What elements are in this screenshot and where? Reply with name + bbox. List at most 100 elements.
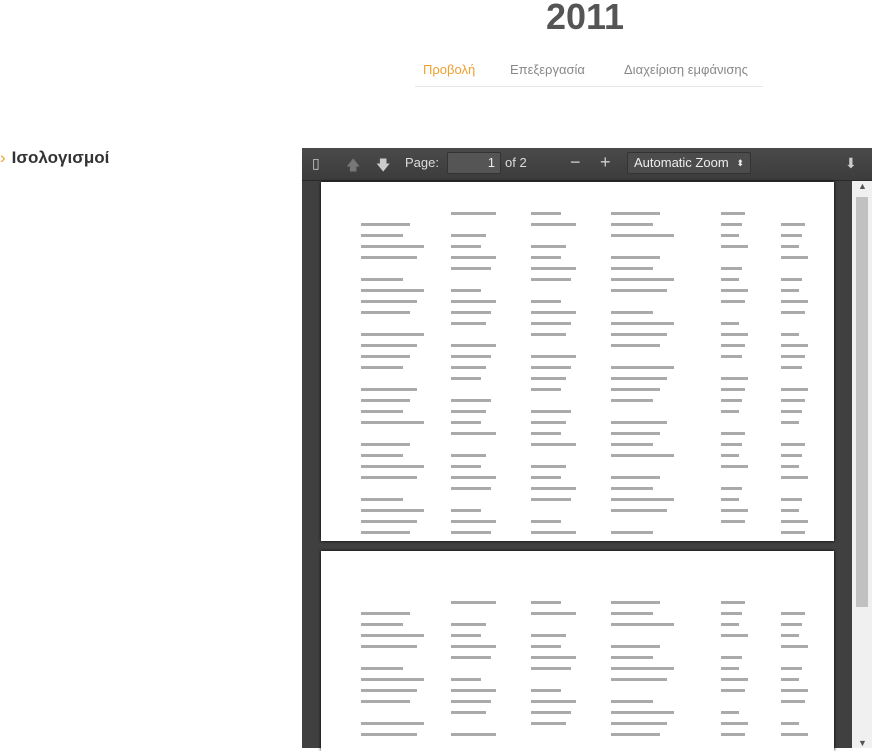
pdf-text-line [611,289,667,292]
scrollbar[interactable]: ▲ ▼ [852,181,872,748]
pdf-text-line [721,656,742,659]
pdf-text-line [531,645,561,648]
pdf-text-line [781,234,802,237]
pdf-text-line [451,300,496,303]
pdf-text-line [451,410,486,413]
pdf-text-line [531,333,566,336]
pdf-text-line [781,256,808,259]
pdf-text-line [451,399,491,402]
pdf-text-line [721,399,742,402]
sidebar-item-balance-sheets[interactable]: › Ισολογισμοί [0,148,109,168]
pdf-text-line [361,223,410,226]
page-title: 2011 [545,0,625,37]
pdf-text-line [451,634,481,637]
pdf-text-line [361,311,410,314]
pdf-text-line [361,333,424,336]
page-count: of 2 [505,155,527,170]
pdf-text-line [451,700,491,703]
pdf-text-line [361,498,403,501]
pdf-text-line [531,722,566,725]
pdf-text-line [531,410,571,413]
pdf-text-line [611,656,653,659]
pdf-text-line [721,267,742,270]
page-label: Page: [405,155,439,170]
pdf-text-line [361,278,403,281]
pdf-text-line [531,311,576,314]
pdf-text-line [451,234,486,237]
pdf-text-line [721,520,745,523]
pdf-text-line [361,245,424,248]
pdf-text-line [781,311,805,314]
pdf-text-line [721,689,745,692]
pdf-text-line [721,711,739,714]
pdf-text-line [721,234,739,237]
tab-edit[interactable]: Επεξεργασία [510,62,585,77]
zoom-select[interactable]: Automatic Zoom ⬍ [627,152,751,174]
zoom-out-button[interactable]: − [570,152,581,172]
pdf-text-line [611,498,674,501]
pdf-text-line [611,612,653,615]
next-page-icon[interactable]: 🡇 [376,157,391,173]
pdf-text-line [611,700,653,703]
pdf-text-line [781,245,799,248]
pdf-text-line [361,388,417,391]
pdf-text-line [721,388,745,391]
pdf-text-line [451,355,491,358]
zoom-in-button[interactable]: + [600,152,611,172]
pdf-text-line [781,388,808,391]
pdf-page-1 [321,182,834,541]
pdf-text-line [611,711,674,714]
pdf-text-line [451,520,496,523]
pdf-text-line [361,509,424,512]
pdf-text-line [531,322,571,325]
pdf-text-line [781,278,802,281]
pdf-text-line [611,278,674,281]
scrollbar-thumb[interactable] [856,197,868,607]
pdf-text-line [721,601,745,604]
sidebar-toggle-icon[interactable]: ▯ [312,155,320,171]
pdf-text-line [721,509,748,512]
pdf-text-line [721,443,742,446]
previous-page-icon[interactable]: 🡅 [346,157,361,173]
pdf-text-line [451,711,486,714]
pdf-text-line [361,623,403,626]
pdf-text-line [611,388,660,391]
pdf-text-line [361,634,424,637]
scroll-up-icon[interactable]: ▲ [858,181,867,191]
pdf-text-line [361,355,410,358]
pdf-text-line [611,722,667,725]
pdf-text-line [781,700,805,703]
pdf-text-line [721,722,748,725]
download-icon[interactable]: ⬇ [845,155,857,171]
pdf-text-line [611,311,653,314]
pdf-text-line [721,212,745,215]
pdf-text-line [721,300,745,303]
tabs: Προβολή Επεξεργασία Διαχείριση εμφάνισης [415,62,763,87]
tab-view[interactable]: Προβολή [423,62,476,77]
page-number-input[interactable]: 1 [447,152,501,174]
pdf-text-line [781,476,808,479]
pdf-text-line [531,531,576,534]
pdf-text-line [781,722,799,725]
pdf-text-line [781,300,808,303]
pdf-text-line [531,223,576,226]
pdf-text-line [721,333,748,336]
pdf-text-line [451,421,481,424]
pdf-text-line [781,289,799,292]
pdf-text-line [361,300,417,303]
pdf-text-line [361,520,417,523]
pdf-text-line [611,454,674,457]
pdf-text-line [781,645,808,648]
pdf-text-line [361,678,424,681]
pdf-text-line [451,509,481,512]
pdf-text-line [611,487,653,490]
tab-appearance[interactable]: Διαχείριση εμφάνισης [624,62,748,77]
pdf-text-line [531,520,561,523]
pdf-text-line [781,454,802,457]
scroll-down-icon[interactable]: ▼ [858,738,867,748]
pdf-toolbar: ▯ 🡅 🡇 Page: 1 of 2 − + Automatic Zoom ⬍ ⬇ [302,148,872,181]
pdf-text-line [451,256,496,259]
pdf-text-line [531,689,561,692]
pdf-text-line [781,465,799,468]
pdf-text-line [721,623,739,626]
